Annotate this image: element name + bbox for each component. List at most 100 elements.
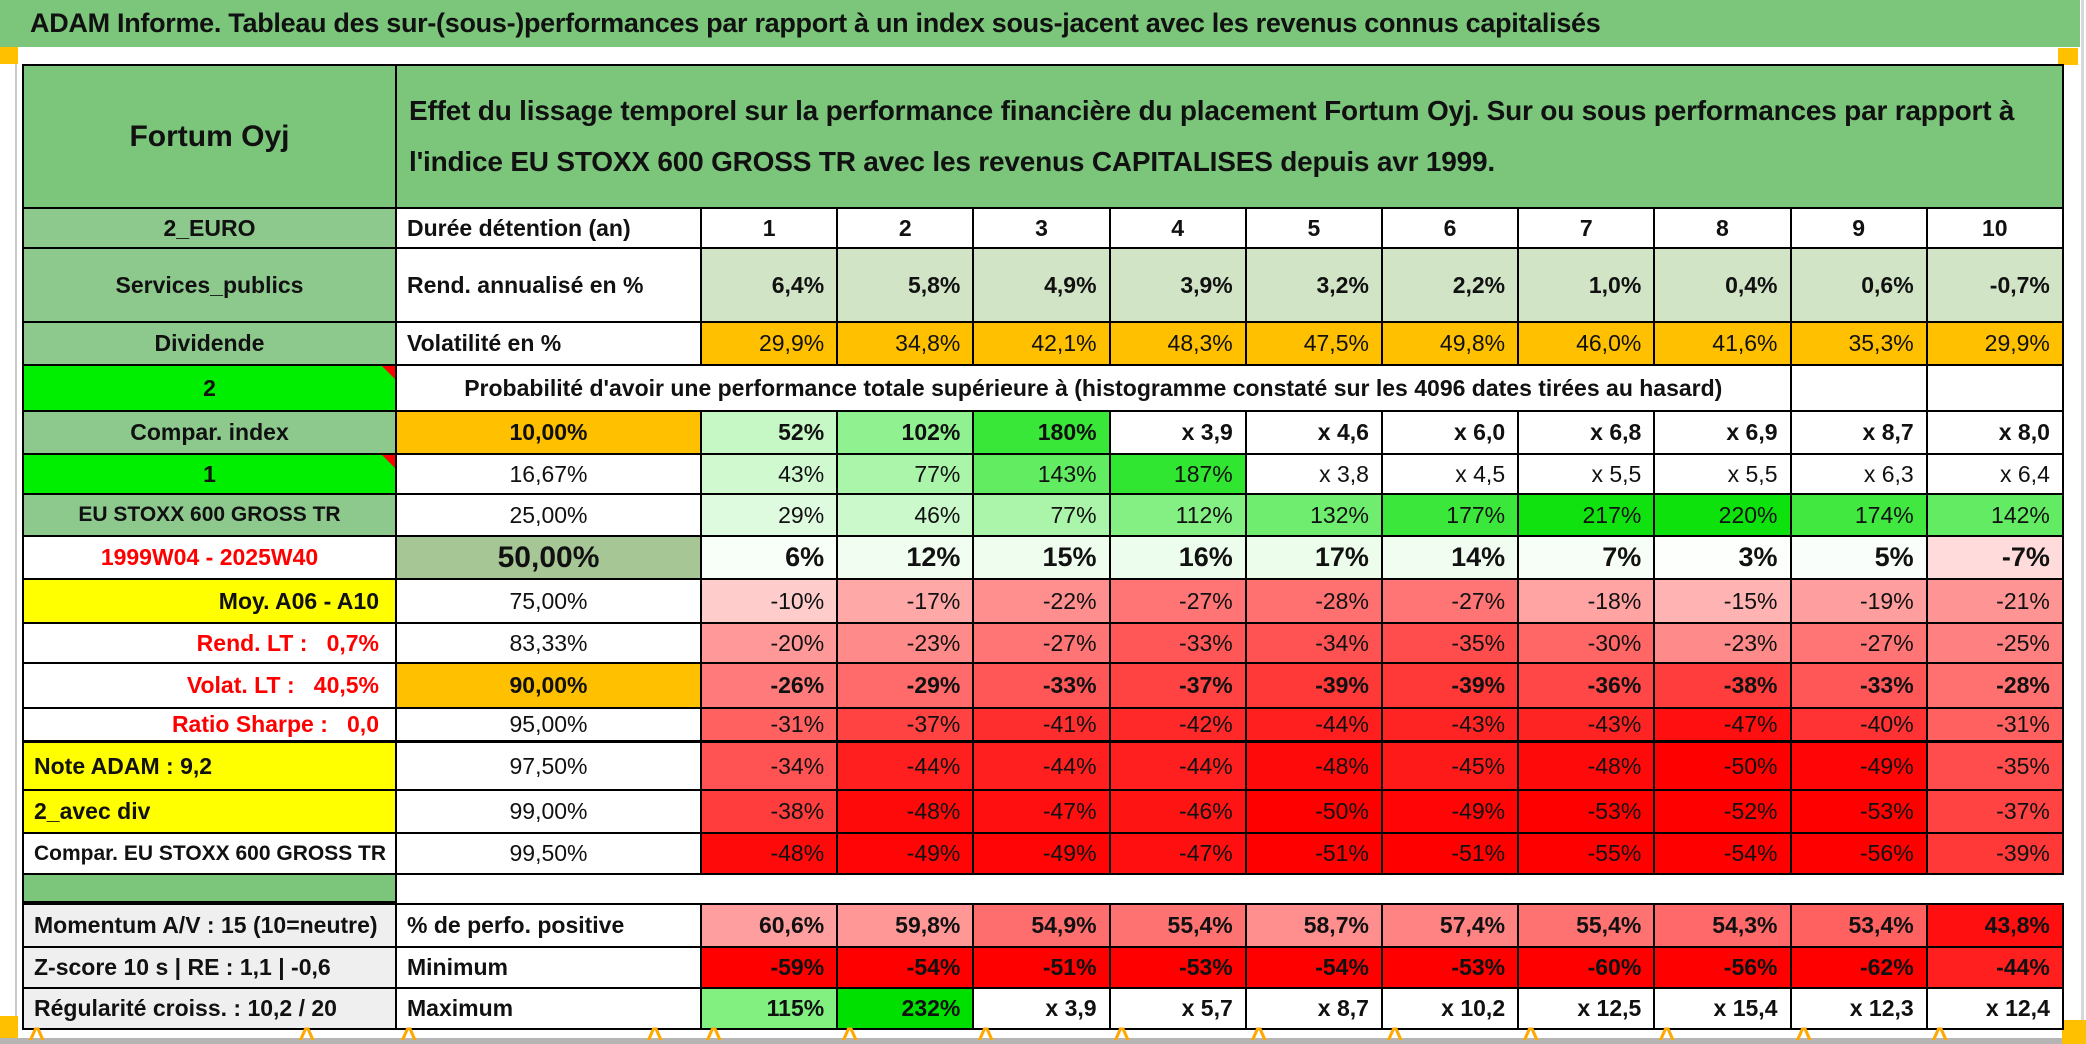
data-cell[interactable]: -53% (1519, 791, 1656, 834)
data-cell[interactable]: 2,2% (1382, 249, 1520, 323)
data-cell[interactable]: x 8,7 (1791, 412, 1928, 455)
data-cell[interactable]: -33% (1791, 664, 1928, 709)
data-cell[interactable]: 41,6% (1655, 323, 1792, 366)
data-cell[interactable]: -44% (1927, 948, 2064, 989)
data-cell[interactable]: -28% (1246, 580, 1383, 624)
data-cell[interactable]: 217% (1519, 495, 1656, 537)
data-cell[interactable]: -48% (702, 834, 839, 875)
row-label-cell[interactable]: Ratio Sharpe : 0,0 (24, 709, 397, 743)
probability-label-cell[interactable]: Durée détention (an) (397, 209, 702, 249)
empty-cell[interactable] (1927, 366, 2064, 412)
probability-label-cell[interactable]: Rend. annualisé en % (397, 249, 702, 323)
data-cell[interactable]: -44% (1246, 709, 1383, 743)
data-cell[interactable]: -54% (838, 948, 975, 989)
probability-label-cell[interactable]: 75,00% (397, 580, 702, 624)
row-label-cell[interactable]: Z-score 10 s | RE : 1,1 | -0,6 (24, 948, 397, 989)
data-cell[interactable]: x 6,8 (1519, 412, 1656, 455)
data-cell[interactable]: -44% (838, 743, 975, 791)
data-cell[interactable]: x 4,5 (1382, 455, 1520, 495)
probability-label-cell[interactable]: Volatilité en % (397, 323, 702, 366)
probability-label-cell[interactable]: Minimum (397, 948, 702, 989)
data-cell[interactable]: -22% (974, 580, 1111, 624)
data-cell[interactable]: -27% (1791, 624, 1928, 664)
data-cell[interactable]: 29% (702, 495, 839, 537)
data-cell[interactable]: 9 (1791, 209, 1928, 249)
data-cell[interactable]: -53% (1791, 791, 1928, 834)
data-cell[interactable]: -50% (1655, 743, 1792, 791)
data-cell[interactable]: x 6,3 (1791, 455, 1928, 495)
data-cell[interactable]: x 4,6 (1246, 412, 1383, 455)
data-cell[interactable]: -49% (974, 834, 1111, 875)
data-cell[interactable]: 5% (1791, 537, 1928, 580)
data-cell[interactable]: x 15,4 (1655, 989, 1792, 1030)
data-cell[interactable]: 46,0% (1519, 323, 1656, 366)
data-cell[interactable]: x 5,5 (1655, 455, 1792, 495)
data-cell[interactable]: 57,4% (1382, 905, 1520, 948)
row-label-cell[interactable]: Note ADAM : 9,2 (24, 743, 397, 791)
data-cell[interactable]: 0,6% (1791, 249, 1928, 323)
data-cell[interactable]: -52% (1655, 791, 1792, 834)
data-cell[interactable]: -7% (1927, 537, 2064, 580)
data-cell[interactable]: -46% (1110, 791, 1247, 834)
data-cell[interactable]: 58,7% (1246, 905, 1383, 948)
data-cell[interactable]: -31% (1927, 709, 2064, 743)
data-cell[interactable]: -18% (1519, 580, 1656, 624)
data-cell[interactable]: 43,8% (1927, 905, 2064, 948)
data-cell[interactable]: -38% (1655, 664, 1792, 709)
data-cell[interactable]: 6 (1382, 209, 1520, 249)
data-cell[interactable]: x 5,7 (1110, 989, 1247, 1030)
data-cell[interactable]: 177% (1382, 495, 1520, 537)
data-cell[interactable]: -33% (1110, 624, 1247, 664)
data-cell[interactable]: 48,3% (1110, 323, 1247, 366)
data-cell[interactable]: x 8,7 (1246, 989, 1383, 1030)
data-cell[interactable]: -47% (1110, 834, 1247, 875)
data-cell[interactable]: 4 (1110, 209, 1247, 249)
data-cell[interactable]: -47% (1655, 709, 1792, 743)
data-cell[interactable]: -45% (1382, 743, 1520, 791)
data-cell[interactable]: x 3,9 (974, 989, 1111, 1030)
data-cell[interactable]: -59% (702, 948, 839, 989)
data-cell[interactable]: -51% (974, 948, 1111, 989)
data-cell[interactable]: 7 (1519, 209, 1656, 249)
data-cell[interactable]: 14% (1382, 537, 1520, 580)
data-cell[interactable]: 187% (1110, 455, 1247, 495)
empty-cell[interactable] (1791, 366, 1928, 412)
row-label-cell[interactable]: 2_EURO (24, 209, 397, 249)
data-cell[interactable]: 2 (838, 209, 975, 249)
data-cell[interactable]: 102% (838, 412, 975, 455)
probability-label-cell[interactable]: 16,67% (397, 455, 702, 495)
data-cell[interactable]: -42% (1110, 709, 1247, 743)
data-cell[interactable]: -28% (1927, 664, 2064, 709)
data-cell[interactable]: 77% (974, 495, 1111, 537)
data-cell[interactable]: x 12,5 (1519, 989, 1656, 1030)
data-cell[interactable]: x 12,3 (1791, 989, 1928, 1030)
data-cell[interactable]: 5 (1246, 209, 1383, 249)
data-cell[interactable]: -38% (702, 791, 839, 834)
data-cell[interactable]: -17% (838, 580, 975, 624)
probability-label-cell[interactable]: % de perfo. positive (397, 905, 702, 948)
data-cell[interactable]: -56% (1655, 948, 1792, 989)
data-cell[interactable]: 10 (1927, 209, 2064, 249)
data-cell[interactable]: -49% (838, 834, 975, 875)
data-cell[interactable]: 1,0% (1519, 249, 1656, 323)
data-cell[interactable]: -49% (1382, 791, 1520, 834)
data-cell[interactable]: -34% (702, 743, 839, 791)
data-cell[interactable]: 174% (1791, 495, 1928, 537)
separator-cell[interactable] (24, 875, 397, 903)
data-cell[interactable]: -44% (974, 743, 1111, 791)
row-label-cell[interactable]: 1 (24, 455, 397, 495)
probability-label-cell[interactable]: 50,00% (397, 537, 702, 580)
data-cell[interactable]: -53% (1382, 948, 1520, 989)
data-cell[interactable]: 132% (1246, 495, 1383, 537)
instrument-name-cell[interactable]: Fortum Oyj (24, 66, 397, 209)
data-cell[interactable]: 59,8% (838, 905, 975, 948)
data-cell[interactable]: -43% (1382, 709, 1520, 743)
data-cell[interactable]: -34% (1246, 624, 1383, 664)
row-label-cell[interactable]: Momentum A/V : 15 (10=neutre) (24, 905, 397, 948)
row-label-cell[interactable]: 2 (24, 366, 397, 412)
data-cell[interactable]: 0,4% (1655, 249, 1792, 323)
data-cell[interactable]: -23% (1655, 624, 1792, 664)
data-cell[interactable]: -47% (974, 791, 1111, 834)
data-cell[interactable]: 54,9% (974, 905, 1111, 948)
data-cell[interactable]: 220% (1655, 495, 1792, 537)
